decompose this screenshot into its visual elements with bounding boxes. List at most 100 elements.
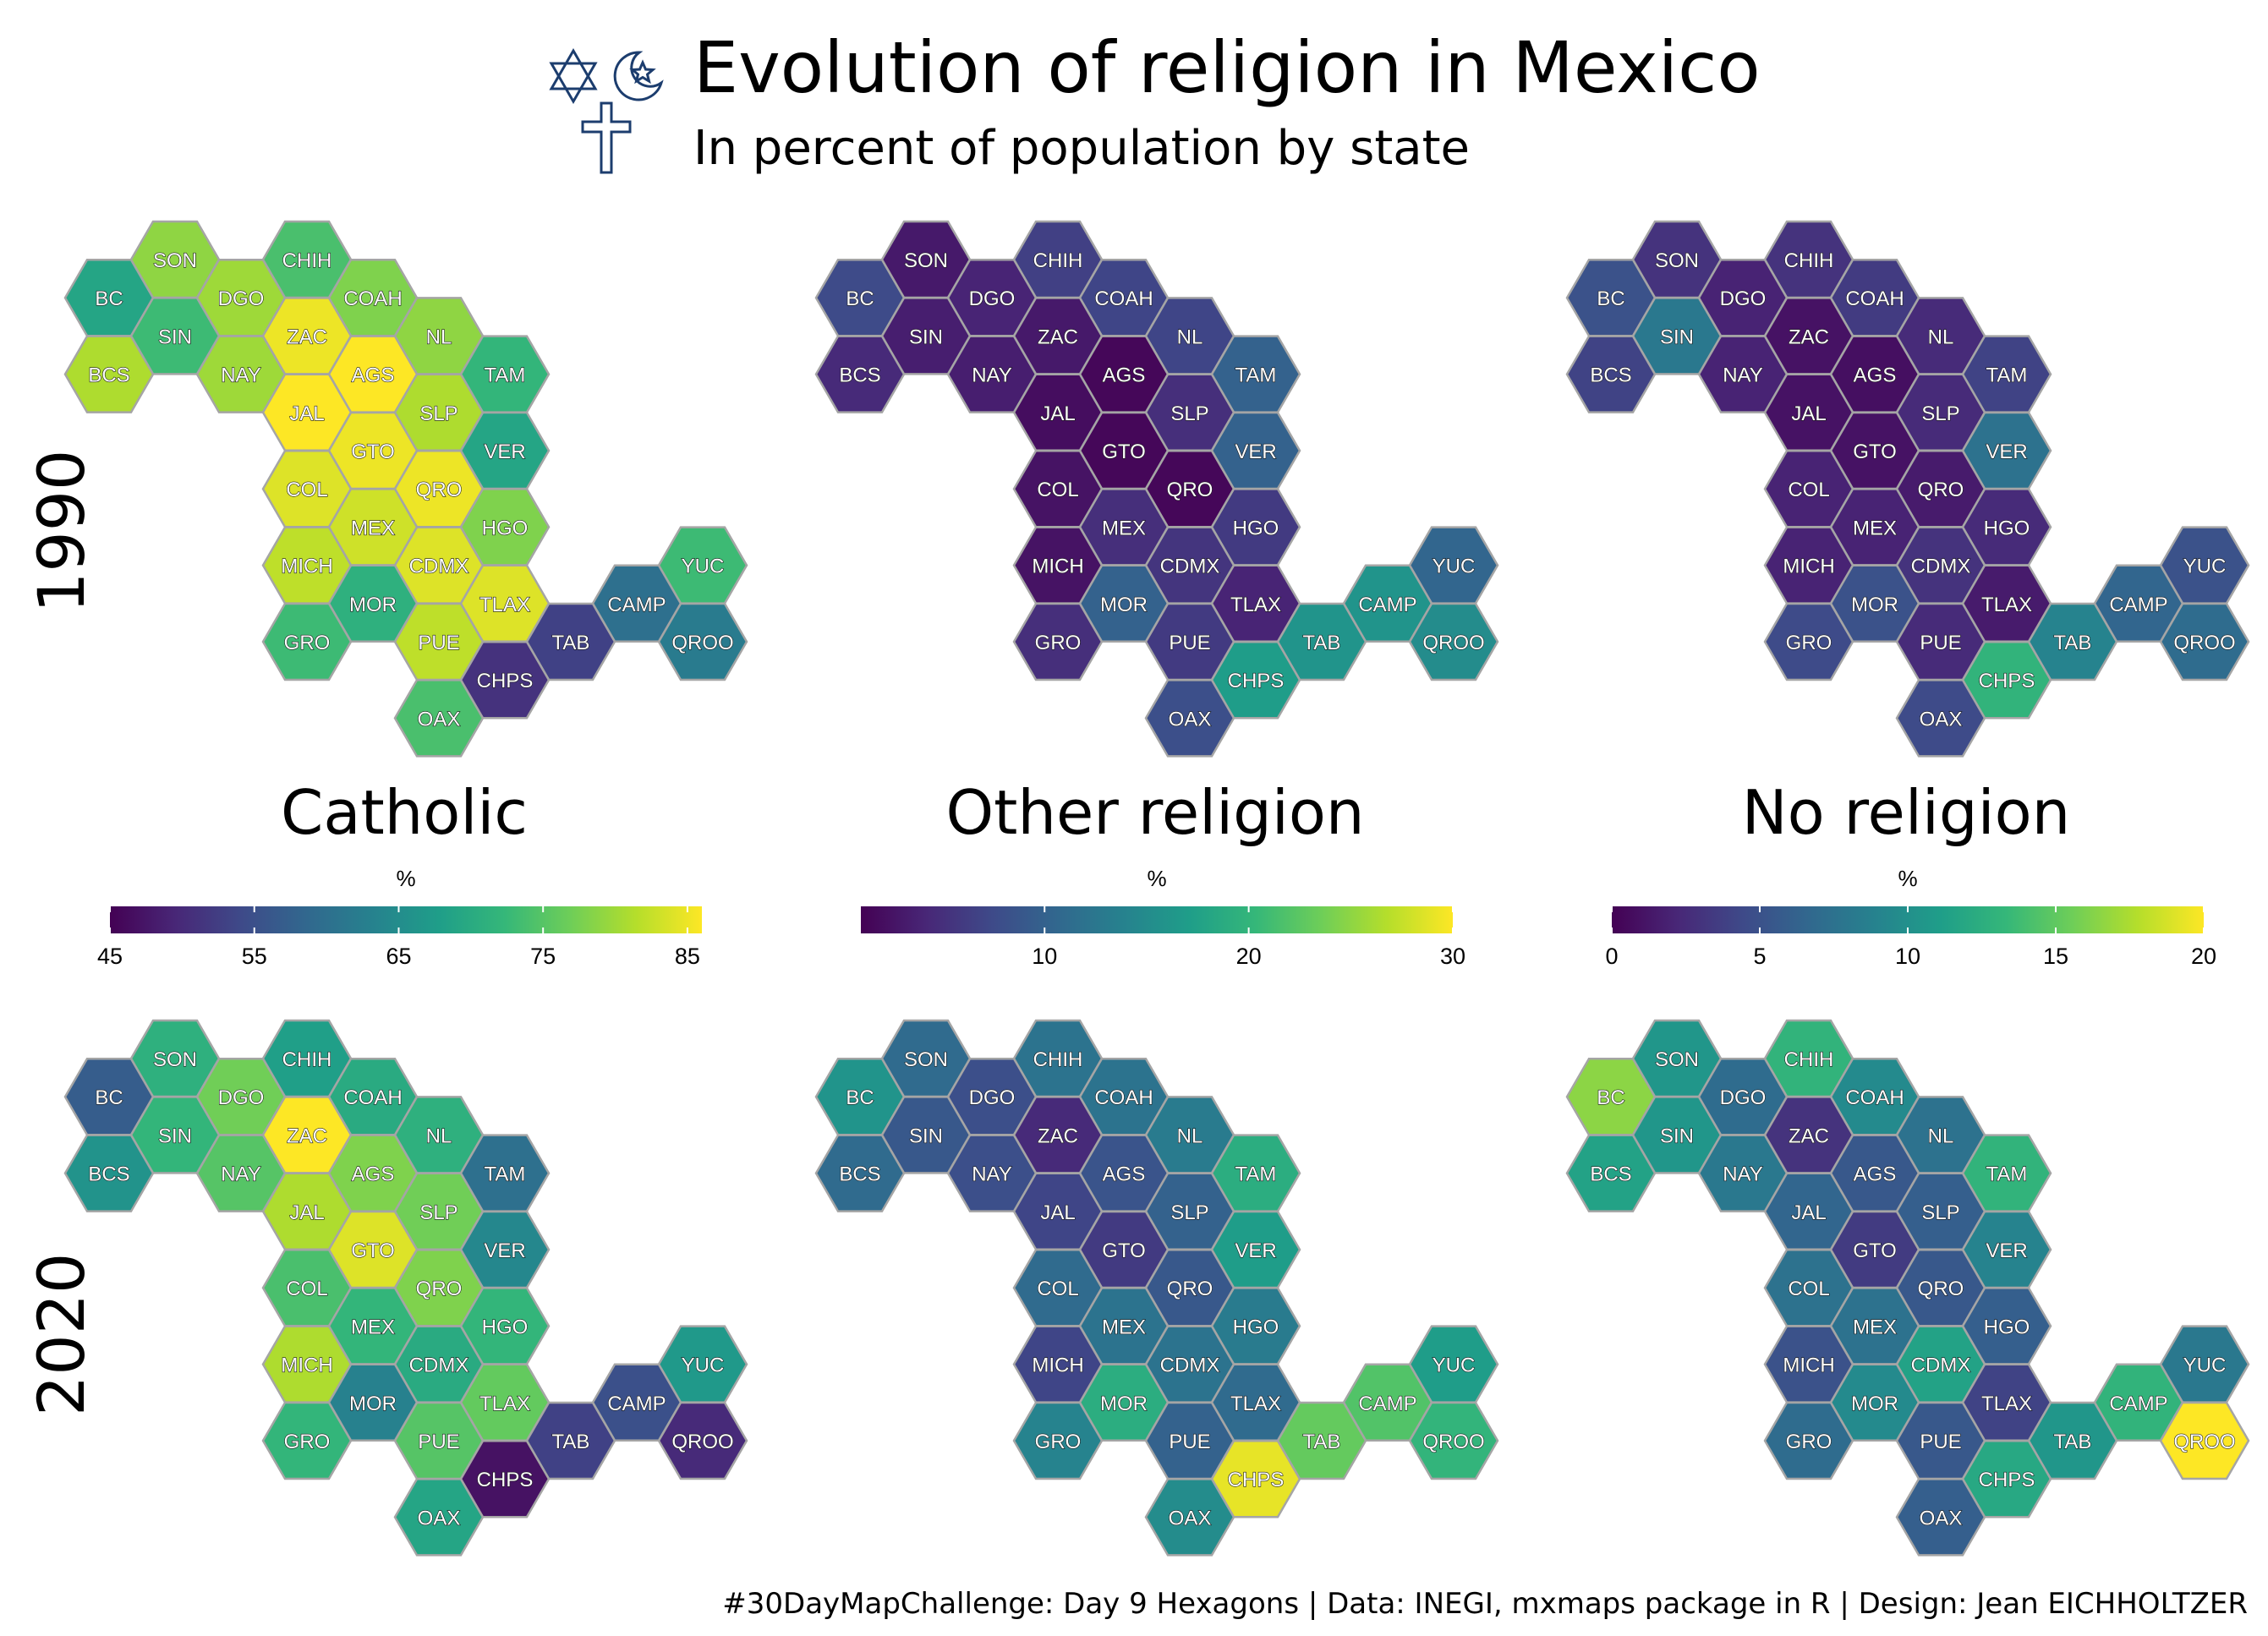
hex-cell-qroo [2159,1401,2250,1480]
hex-label-qroo: QROO [2173,1431,2235,1453]
hex-tab: TAB [525,1401,616,1480]
hex-tlax: TLAX [1210,564,1301,643]
hex-gto: GTO [327,411,419,490]
hex-ags: AGS [1829,335,1920,413]
legend-tick-label-20: 20 [1236,944,1262,969]
hex-cell-oax [393,679,485,758]
hex-qroo: QROO [2159,602,2250,681]
hex-label-cdmx: CDMX [409,1354,469,1377]
panel-title-no-religion: No religion [1741,777,2071,848]
hex-label-pue: PUE [418,1431,459,1453]
hex-label-pue: PUE [418,632,459,654]
hex-oax: OAX [1895,1478,1986,1557]
hex-label-nay: NAY [221,1163,261,1186]
hex-mor: MOR [1078,564,1170,643]
hex-ags: AGS [327,335,419,413]
hex-label-bcs: BCS [1590,364,1631,387]
hex-zac: ZAC [1763,297,1854,375]
hex-label-pue: PUE [1169,632,1210,654]
hex-label-yuc: YUC [1433,1354,1476,1377]
legend-tick-label-0: 0 [1605,944,1618,969]
hex-gto: GTO [1078,411,1170,490]
hex-label-nay: NAY [1723,364,1763,387]
hex-label-hgo: HGO [1233,1316,1279,1338]
hex-oax: OAX [1144,1478,1235,1557]
hex-label-slp: SLP [419,402,457,425]
hex-tlax: TLAX [1961,1363,2052,1442]
hex-label-col: COL [1788,479,1829,501]
hex-label-ver: VER [1235,440,1276,463]
hex-label-ags: AGS [1103,1163,1146,1186]
hex-label-dgo: DGO [969,1086,1016,1109]
hex-label-chih: CHIH [282,249,332,272]
hex-label-mich: MICH [1032,1354,1083,1377]
hex-jal: JAL [1012,373,1104,452]
hex-chih: CHIH [1763,220,1854,299]
hex-nay: NAY [946,335,1038,413]
hex-gro: GRO [1012,1401,1104,1480]
hex-tam: TAM [1210,1134,1301,1212]
hex-label-sin: SIN [909,1124,943,1147]
hex-mex: MEX [1078,1287,1170,1365]
hex-label-coah: COAH [1845,287,1904,310]
hex-label-camp: CAMP [1358,1393,1416,1415]
hex-cell-qroo [1408,602,1499,681]
hex-son: SON [129,1019,221,1098]
legend-color-bar [110,906,702,933]
hex-label-ags: AGS [1103,364,1146,387]
legend-unit-label: % [396,866,415,891]
hex-coah: COAH [1078,1057,1170,1136]
hex-label-qroo: QROO [2173,632,2235,654]
hex-gro: GRO [261,602,353,681]
hex-label-sin: SIN [158,1124,192,1147]
hex-dgo: DGO [946,258,1038,337]
hex-jal: JAL [261,1172,353,1251]
hex-label-ver: VER [484,1239,525,1262]
legend-tick-label-20: 20 [2191,944,2216,969]
hex-label-mich: MICH [1783,1354,1834,1377]
hex-zac: ZAC [261,1096,353,1174]
hex-label-chih: CHIH [1784,249,1834,272]
hex-tab: TAB [1276,1401,1367,1480]
hex-label-oax: OAX [418,708,461,730]
hex-label-chih: CHIH [1033,249,1083,272]
hex-label-son: SON [1655,1048,1699,1071]
hex-bcs: BCS [1565,1134,1657,1212]
hex-col: COL [1763,1248,1854,1327]
hex-label-tlax: TLAX [479,594,530,616]
hex-label-zac: ZAC [1038,1124,1078,1147]
hex-tab: TAB [2027,602,2118,681]
hex-label-dgo: DGO [218,1086,265,1109]
hex-cell-bcs [63,335,155,413]
hex-label-ags: AGS [1854,1163,1897,1186]
hex-label-oax: OAX [1169,1507,1212,1529]
hex-label-cdmx: CDMX [1160,555,1220,578]
hex-label-chps: CHPS [477,670,534,692]
hex-label-son: SON [153,1048,197,1071]
hex-label-mor: MOR [1851,1393,1898,1415]
hex-sin: SIN [880,297,972,375]
hex-ver: VER [459,411,551,490]
hex-label-coah: COAH [1845,1086,1904,1109]
hex-chps: CHPS [1210,1439,1301,1518]
hex-label-jal: JAL [1040,402,1075,425]
hex-tam: TAM [1210,335,1301,413]
hex-label-tam: TAM [485,1163,526,1186]
legend-tick-label-55: 55 [242,944,267,969]
hex-label-son: SON [1655,249,1699,272]
hex-label-gro: GRO [1035,632,1082,654]
hex-ver: VER [1210,1210,1301,1289]
hex-label-tlax: TLAX [1230,594,1281,616]
hex-ags: AGS [1078,335,1170,413]
hex-mich: MICH [1763,526,1854,605]
hex-cell-bcs [814,1134,906,1212]
hex-label-qro: QRO [1167,1278,1213,1300]
hex-label-tab: TAB [2054,1431,2092,1453]
hex-cell-gro [261,602,353,681]
hex-label-mor: MOR [1100,1393,1148,1415]
hex-label-sin: SIN [158,326,192,348]
hex-label-oax: OAX [418,1507,461,1529]
hex-label-gro: GRO [1786,632,1832,654]
hex-label-qroo: QROO [671,632,733,654]
star-of-david-icon [549,48,598,104]
